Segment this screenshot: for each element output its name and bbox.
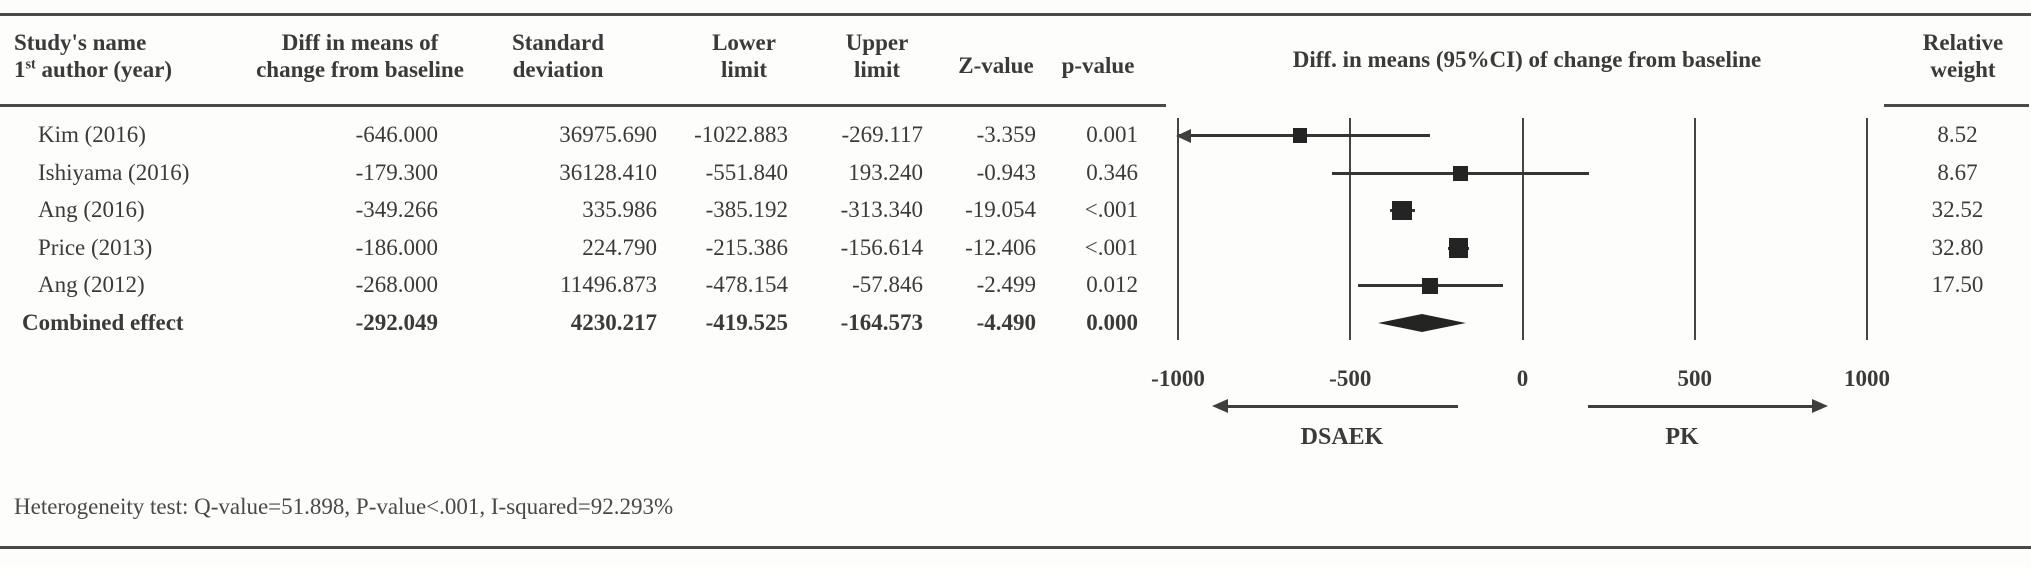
- upper-cell: -313.340: [840, 197, 923, 222]
- table-row: Kim (2016) -646.000 36975.690 -1022.883 -269…: [0, 116, 2031, 154]
- column-header-lower: Lower limit: [712, 30, 776, 82]
- effect-square: [1392, 200, 1412, 221]
- study-cell: Kim (2016): [38, 122, 146, 147]
- axis-gridline: [1177, 118, 1179, 340]
- dsaek-arrow-head: [1212, 399, 1228, 413]
- top-rule: [0, 13, 2031, 16]
- lower-cell: -385.192: [705, 197, 788, 222]
- column-header-sd: Standard deviation: [511, 30, 605, 82]
- effect-square: [1448, 238, 1469, 259]
- pk-label: PK: [1665, 424, 1699, 450]
- effect-square: [1292, 128, 1308, 144]
- upper-cell: -269.117: [841, 122, 923, 147]
- sd-cell: 11496.873: [560, 272, 657, 297]
- axis-tick-label: 0: [1516, 366, 1529, 391]
- diff-cell: -646.000: [355, 122, 438, 147]
- axis-tick-label: 1000: [1844, 366, 1890, 391]
- weight-cell: 32.80: [1931, 234, 1984, 260]
- axis-tick-label: -500: [1329, 366, 1372, 391]
- upper-cell: -156.614: [840, 234, 923, 260]
- table-row: Ishiyama (2016) -179.300 36128.410 -551.840…: [0, 154, 2031, 192]
- diff-cell: -268.000: [355, 272, 438, 297]
- table-row: Ang (2016) -349.266 335.986 -385.192 -313.34…: [0, 191, 2031, 229]
- diff-cell: -179.300: [355, 159, 438, 185]
- column-header-pvalue: p-value: [1061, 53, 1135, 78]
- lower-cell: -215.386: [705, 234, 788, 260]
- column-header-diff: Diff in means of change from baseline: [256, 30, 464, 82]
- table-row: Ang (2012) -268.000 11496.873 -478.154 -57.8…: [0, 266, 2031, 304]
- p-cell: 0.001: [1086, 122, 1138, 147]
- z-cell: -4.490: [976, 309, 1036, 335]
- lower-cell: -1022.883: [694, 122, 788, 147]
- axis-gridline: [1349, 118, 1352, 340]
- ci-clip-arrow-left: [1176, 128, 1191, 143]
- axis-tick-label: 500: [1677, 366, 1713, 391]
- study-header-line2: 1st author (year): [14, 56, 173, 82]
- pk-arrow-head: [1812, 399, 1828, 413]
- study-cell: Combined effect: [22, 309, 184, 335]
- column-header-zvalue: Z-value: [958, 53, 1034, 78]
- dsaek-arrow-line: [1226, 405, 1458, 408]
- plot-title: Diff. in means (95%CI) of change from ba…: [1292, 47, 1762, 72]
- sd-cell: 335.986: [582, 197, 657, 222]
- upper-cell: 193.240: [848, 159, 923, 185]
- axis-gridline: [1521, 118, 1524, 340]
- column-header-weight: Relative weight: [1922, 30, 2004, 82]
- axis-tick-label: -1000: [1151, 366, 1205, 391]
- p-cell: 0.346: [1086, 159, 1138, 185]
- z-cell: -12.406: [965, 234, 1036, 260]
- weight-cell: 17.50: [1931, 272, 1984, 297]
- z-cell: -0.943: [976, 159, 1036, 185]
- sd-cell: 4230.217: [570, 309, 657, 335]
- axis-gridline: [1866, 118, 1868, 340]
- effect-square: [1421, 277, 1439, 294]
- study-cell: Ishiyama (2016): [38, 159, 190, 185]
- heterogeneity-note: Heterogeneity test: Q-value=51.898, P-va…: [14, 494, 674, 519]
- diff-cell: -292.049: [355, 309, 438, 335]
- study-cell: Ang (2012): [38, 272, 145, 297]
- study-header-line1: Study's name: [14, 30, 147, 55]
- table-row: Combined effect -292.049 4230.217 -419.525 -…: [0, 304, 2031, 342]
- lower-cell: -419.525: [705, 309, 788, 335]
- sd-cell: 224.790: [582, 234, 657, 260]
- study-cell: Price (2013): [38, 234, 153, 260]
- weight-cell: 8.52: [1937, 122, 1978, 147]
- dsaek-label: DSAEK: [1300, 424, 1384, 450]
- p-cell: <.001: [1084, 197, 1138, 222]
- axis-gridline: [1693, 118, 1696, 340]
- combined-effect-diamond: [1377, 314, 1466, 333]
- diff-cell: -186.000: [355, 234, 438, 260]
- weight-cell: 8.67: [1937, 159, 1978, 185]
- column-header-upper: Upper limit: [845, 30, 909, 82]
- bottom-rule: [0, 546, 2031, 549]
- upper-cell: -57.846: [852, 272, 923, 297]
- header-underline: [0, 104, 1166, 107]
- sd-cell: 36975.690: [559, 122, 657, 147]
- lower-cell: -478.154: [705, 272, 788, 297]
- diff-cell: -349.266: [355, 197, 438, 222]
- z-cell: -3.359: [976, 122, 1036, 147]
- z-cell: -2.499: [976, 272, 1036, 297]
- column-header-study: Study's name 1st author (year): [14, 29, 294, 83]
- p-cell: <.001: [1084, 234, 1138, 260]
- pk-arrow-line: [1588, 405, 1813, 408]
- p-cell: 0.012: [1086, 272, 1138, 297]
- sd-cell: 36128.410: [559, 159, 657, 185]
- effect-square: [1453, 165, 1469, 181]
- weight-header-underline: [1884, 104, 2029, 107]
- z-cell: -19.054: [965, 197, 1036, 222]
- upper-cell: -164.573: [840, 309, 923, 335]
- table-row: Price (2013) -186.000 224.790 -215.386 -156.…: [0, 229, 2031, 267]
- weight-cell: 32.52: [1931, 197, 1984, 222]
- study-cell: Ang (2016): [38, 197, 145, 222]
- p-cell: 0.000: [1086, 309, 1138, 335]
- lower-cell: -551.840: [705, 159, 788, 185]
